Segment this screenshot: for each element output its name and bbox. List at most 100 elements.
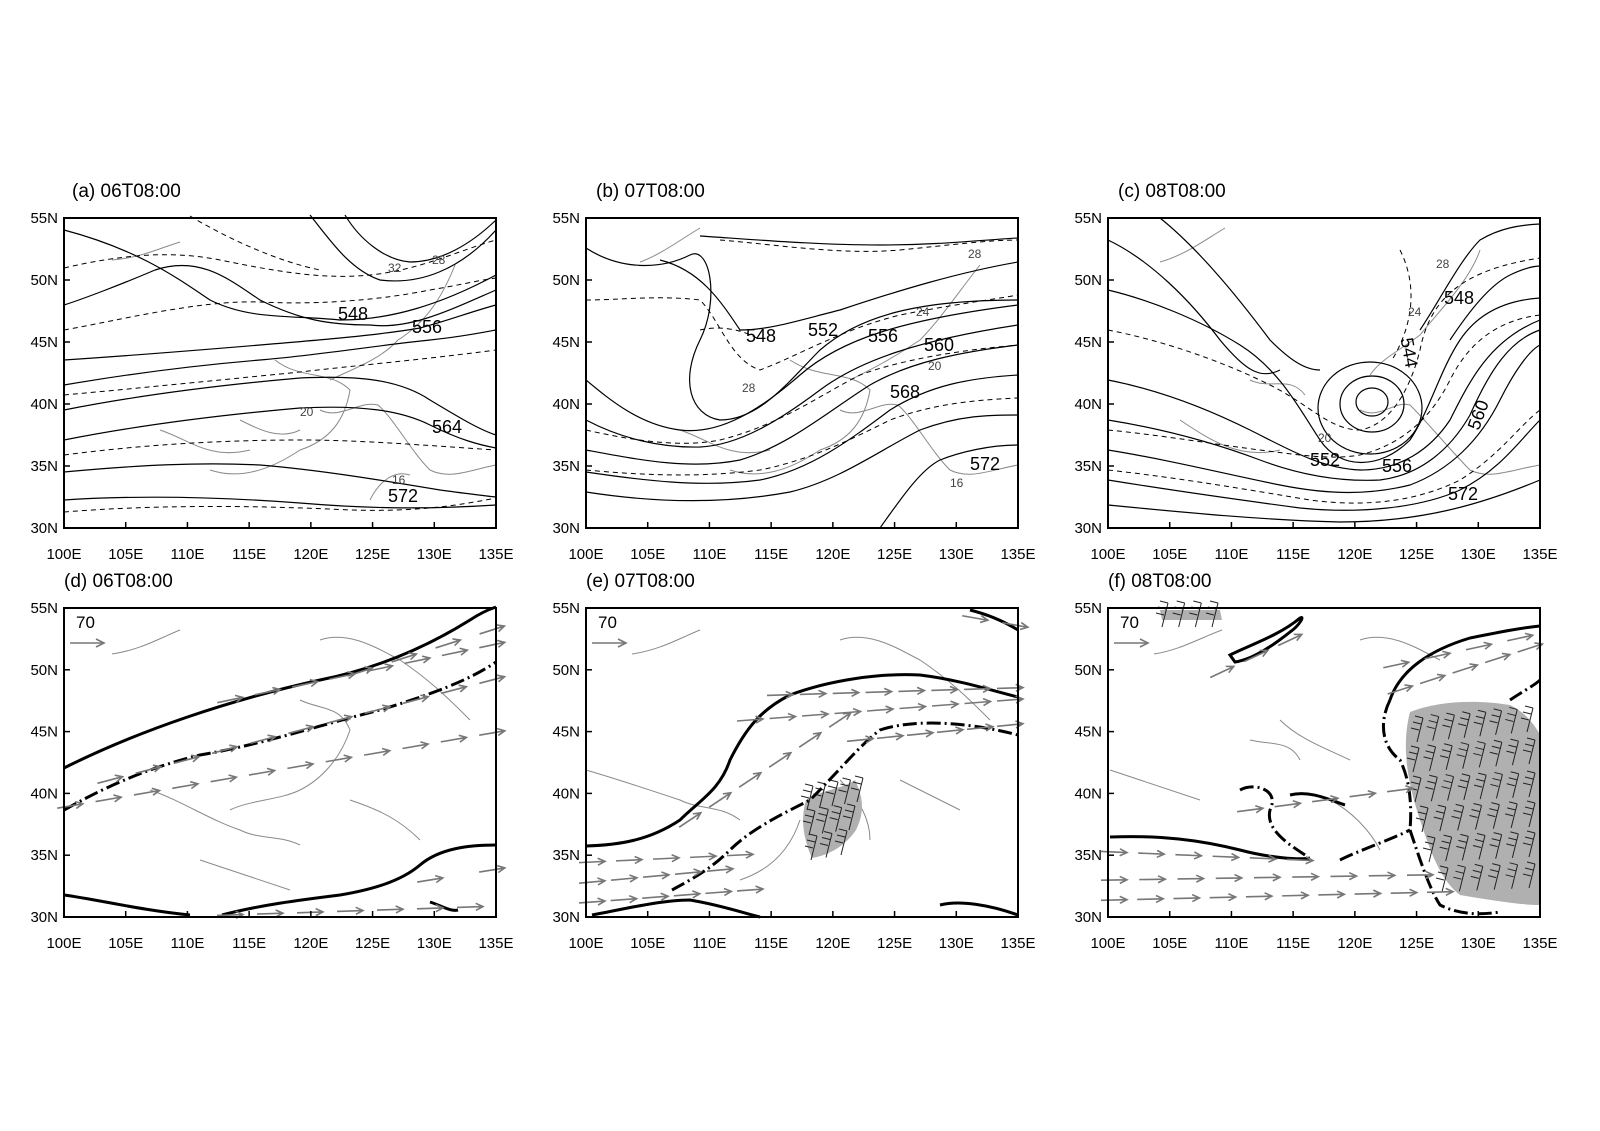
wind-vector bbox=[1175, 851, 1204, 860]
panel-title: (f) 08T08:00 bbox=[1108, 571, 1212, 592]
height-label: 560 bbox=[924, 335, 954, 355]
wind-barb bbox=[1522, 737, 1536, 765]
wind-vector bbox=[610, 874, 639, 883]
wind-vector bbox=[210, 774, 239, 783]
panel-b: (b) 07T08:00 548 552 556 560 bbox=[552, 181, 1035, 563]
x-tick-label: 115E bbox=[1276, 935, 1310, 952]
wind-barb bbox=[1522, 770, 1536, 798]
height-label: 548 bbox=[1444, 288, 1474, 308]
wind-barb bbox=[1520, 705, 1534, 733]
y-tick-label: 35N bbox=[30, 458, 58, 475]
height-label: 556 bbox=[412, 317, 442, 337]
wind-vector bbox=[865, 687, 894, 697]
wind-vector bbox=[768, 751, 793, 768]
wind-vector bbox=[479, 639, 507, 649]
temperature-labels: 28 24 20 bbox=[1318, 257, 1450, 445]
wind-barb-row bbox=[800, 775, 864, 811]
wind-vector bbox=[1484, 652, 1512, 664]
wind-vector bbox=[1507, 632, 1535, 642]
wind-barb bbox=[825, 779, 839, 807]
wind-barb bbox=[834, 828, 848, 856]
y-tick-label: 35N bbox=[30, 847, 58, 864]
wind-barb bbox=[1470, 863, 1484, 891]
x-tick-label: 105E bbox=[1152, 546, 1187, 563]
wind-vector bbox=[172, 780, 200, 790]
y-tick-label: 40N bbox=[30, 785, 58, 802]
wind-vector bbox=[288, 724, 316, 735]
wind-vector bbox=[97, 774, 125, 785]
height-label: 564 bbox=[432, 417, 462, 437]
wind-vector bbox=[1354, 889, 1383, 898]
wind-vector bbox=[1330, 871, 1359, 881]
wind-vector bbox=[876, 732, 905, 741]
y-tick-label: 40N bbox=[30, 396, 58, 413]
wind-vector bbox=[1390, 888, 1419, 897]
wind-barb bbox=[1155, 600, 1169, 628]
wind-barb bbox=[1456, 742, 1470, 769]
wind-barb bbox=[1435, 865, 1449, 893]
temperature-label: 24 bbox=[1408, 305, 1422, 319]
x-tick-label: 135E bbox=[478, 935, 513, 952]
wind-vector bbox=[1419, 673, 1447, 685]
wind-barb bbox=[1457, 773, 1471, 800]
x-tick-label: 100E bbox=[568, 546, 603, 563]
x-tick-label: 100E bbox=[46, 935, 81, 952]
wind-vector bbox=[95, 794, 123, 803]
wind-vector bbox=[708, 791, 733, 808]
x-tick-label: 110E bbox=[170, 546, 204, 563]
wind-vector bbox=[1383, 659, 1411, 669]
wind-barb bbox=[1441, 774, 1455, 801]
wind-barb bbox=[1505, 862, 1519, 889]
y-tick-label: 55N bbox=[552, 600, 580, 617]
wind-vector bbox=[578, 897, 607, 906]
y-tick-label: 50N bbox=[30, 272, 58, 289]
wind-vector bbox=[578, 877, 607, 886]
wind-vector bbox=[674, 868, 703, 877]
y-tick-label: 30N bbox=[552, 909, 580, 926]
y-tick-label: 35N bbox=[552, 847, 580, 864]
wind-vector bbox=[1274, 800, 1303, 809]
x-tick-label: 125E bbox=[1399, 935, 1434, 952]
wind-vector-row bbox=[1100, 848, 1315, 865]
coastlines bbox=[585, 629, 991, 881]
height-label: 572 bbox=[388, 486, 418, 506]
height-label: 552 bbox=[1310, 450, 1340, 470]
x-axis: 100E 105E 110E 115E 120E 125E 130E 135E bbox=[46, 522, 514, 563]
wind-vector bbox=[931, 700, 960, 709]
x-tick-label: 100E bbox=[1090, 546, 1125, 563]
x-tick-label: 125E bbox=[877, 935, 912, 952]
y-tick-label: 40N bbox=[1074, 396, 1102, 413]
x-tick-label: 115E bbox=[1276, 546, 1310, 563]
height-label: 560 bbox=[1464, 397, 1493, 432]
y-tick-label: 35N bbox=[1074, 847, 1102, 864]
x-tick-label: 105E bbox=[108, 546, 143, 563]
wind-barb bbox=[813, 781, 826, 809]
x-tick-label: 135E bbox=[1522, 935, 1557, 952]
wind-vector bbox=[417, 874, 445, 884]
coastlines bbox=[1109, 629, 1441, 851]
temperature-label: 16 bbox=[950, 476, 964, 490]
y-tick-label: 30N bbox=[1074, 909, 1102, 926]
y-tick-label: 45N bbox=[30, 724, 58, 741]
plot-frame bbox=[63, 607, 497, 918]
wind-vector bbox=[1137, 894, 1166, 904]
x-tick-label: 125E bbox=[1399, 546, 1434, 563]
wind-vector bbox=[642, 871, 671, 880]
height-contours bbox=[1107, 217, 1541, 523]
x-tick-label: 105E bbox=[1152, 935, 1187, 952]
wind-vector bbox=[1212, 852, 1241, 862]
wind-barb bbox=[1522, 830, 1536, 858]
height-label: 544 bbox=[1397, 336, 1422, 369]
wind-barb bbox=[1425, 774, 1438, 802]
y-tick-label: 55N bbox=[1074, 600, 1102, 617]
jet-boundaries bbox=[585, 608, 1019, 919]
y-tick-label: 30N bbox=[552, 520, 580, 537]
wind-vector bbox=[1245, 892, 1274, 901]
x-tick-label: 135E bbox=[1000, 935, 1035, 952]
height-labels: 548 544 552 556 560 572 bbox=[1310, 288, 1493, 504]
wind-vector bbox=[256, 909, 285, 918]
x-tick-label: 115E bbox=[232, 546, 266, 563]
y-tick-label: 30N bbox=[1074, 520, 1102, 537]
wind-vector bbox=[1173, 893, 1202, 903]
y-tick-label: 50N bbox=[30, 662, 58, 679]
